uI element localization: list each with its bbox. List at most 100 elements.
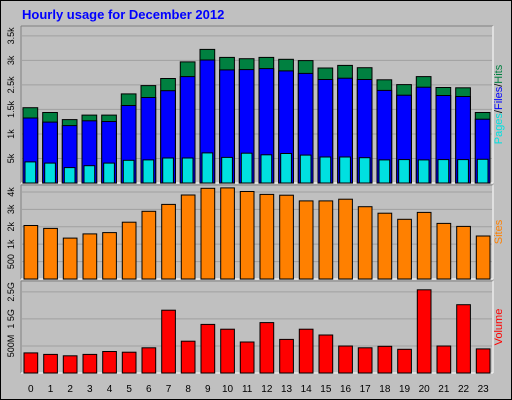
bar-pages-10	[221, 156, 233, 184]
x-tick-label: 2	[67, 384, 73, 395]
bar-sites-15	[318, 200, 334, 280]
side-label-pages-files-hits: Pages/Files/Hits	[493, 64, 505, 144]
bar-sites-14	[298, 200, 314, 280]
bar-volume-3	[82, 353, 98, 374]
side-label-volume: Volume	[493, 309, 505, 346]
x-tick-label: 0	[28, 384, 34, 395]
bar-pages-9	[201, 152, 214, 184]
bar-sites-3	[82, 233, 98, 280]
bar-pages-18	[378, 159, 391, 184]
bar-volume-18	[377, 345, 393, 374]
x-tick-label: 3	[87, 384, 93, 395]
x-tick-label: 4	[107, 384, 113, 395]
bar-sites-0	[23, 225, 39, 280]
bar-sites-6	[141, 210, 157, 280]
side-label-part: /	[493, 109, 505, 113]
x-tick-label: 11	[242, 384, 253, 395]
bar-pages-11	[240, 152, 253, 184]
bar-pages-21	[437, 159, 450, 184]
x-tick-label: 21	[438, 384, 450, 395]
plot-area-volume	[21, 281, 493, 373]
y-tick-label: 4k	[6, 187, 16, 197]
y-tick-label: 5k	[6, 153, 16, 163]
x-tick-label: 8	[185, 384, 191, 395]
y-tick-label: 3.5k	[6, 27, 16, 45]
bar-volume-21	[436, 345, 452, 374]
x-tick-label: 17	[360, 384, 372, 395]
bar-volume-2	[62, 355, 78, 374]
bar-sites-18	[377, 212, 393, 280]
bar-pages-8	[181, 157, 194, 184]
y-tick-label: 3k	[6, 204, 16, 214]
x-tick-label: 20	[419, 384, 431, 395]
bar-volume-15	[318, 334, 334, 374]
x-tick-label: 19	[399, 384, 411, 395]
bar-sites-8	[180, 194, 196, 280]
bar-volume-4	[102, 351, 117, 374]
bar-sites-23	[475, 235, 491, 280]
plot-area-sites	[21, 185, 493, 279]
side-label-sites: Sites	[493, 219, 505, 244]
bar-volume-13	[279, 338, 294, 374]
chart-title: Hourly usage for December 2012	[22, 7, 225, 22]
x-tick-label: 9	[205, 384, 211, 395]
x-tick-label: 10	[222, 384, 234, 395]
x-tick-label: 15	[320, 384, 332, 395]
x-tick-label: 14	[301, 384, 313, 395]
bar-volume-12	[259, 322, 275, 374]
bar-volume-23	[475, 348, 491, 374]
y-tick-label: 1 5G	[6, 309, 16, 329]
bar-pages-20	[417, 159, 430, 184]
bar-volume-20	[416, 289, 432, 374]
bar-sites-11	[239, 191, 255, 280]
bar-pages-17	[358, 157, 371, 184]
bar-volume-8	[180, 340, 196, 374]
y-tick-label: 2k	[6, 222, 16, 232]
bar-pages-23	[476, 158, 489, 184]
bar-sites-13	[279, 194, 294, 280]
bar-pages-6	[142, 159, 155, 184]
bar-pages-0	[24, 161, 37, 184]
bar-sites-7	[161, 203, 176, 280]
y-tick-label: 2.5k	[6, 76, 16, 94]
x-tick-label: 13	[281, 384, 293, 395]
side-label-part: Hits	[493, 64, 505, 83]
y-tick-label: 1k	[6, 129, 16, 139]
bar-sites-16	[338, 198, 353, 280]
bar-pages-1	[44, 162, 56, 184]
bar-sites-4	[102, 232, 117, 280]
bar-volume-17	[357, 347, 373, 374]
bar-pages-15	[319, 156, 332, 184]
bar-volume-19	[397, 348, 412, 374]
bar-volume-6	[141, 347, 157, 374]
bar-sites-20	[416, 211, 432, 280]
bar-sites-21	[436, 222, 452, 280]
y-tick-label: 500M	[6, 335, 16, 358]
x-tick-label: 16	[340, 384, 352, 395]
bar-pages-2	[63, 167, 76, 184]
bar-volume-22	[456, 304, 471, 374]
y-tick-label: 1.5k	[6, 100, 16, 118]
bar-pages-22	[457, 159, 469, 184]
bar-pages-12	[260, 154, 273, 184]
bar-pages-4	[103, 162, 115, 184]
plot-area-pages-files-hits	[21, 26, 493, 183]
bar-sites-22	[456, 225, 471, 280]
bar-sites-9	[200, 187, 216, 280]
bar-volume-10	[220, 328, 235, 374]
x-tick-label: 23	[478, 384, 490, 395]
y-tick-label: 1k	[6, 239, 16, 249]
side-label-part: Volume	[493, 309, 505, 346]
bar-volume-5	[121, 351, 137, 374]
bar-pages-7	[162, 157, 174, 184]
x-tick-label: 7	[166, 384, 172, 395]
side-label-part: Files	[493, 86, 505, 110]
bar-pages-14	[299, 154, 312, 184]
bar-volume-11	[239, 341, 255, 374]
bar-sites-5	[121, 221, 137, 280]
bar-pages-13	[280, 153, 292, 184]
side-label-part: Pages	[493, 113, 505, 145]
bar-volume-1	[43, 353, 58, 374]
